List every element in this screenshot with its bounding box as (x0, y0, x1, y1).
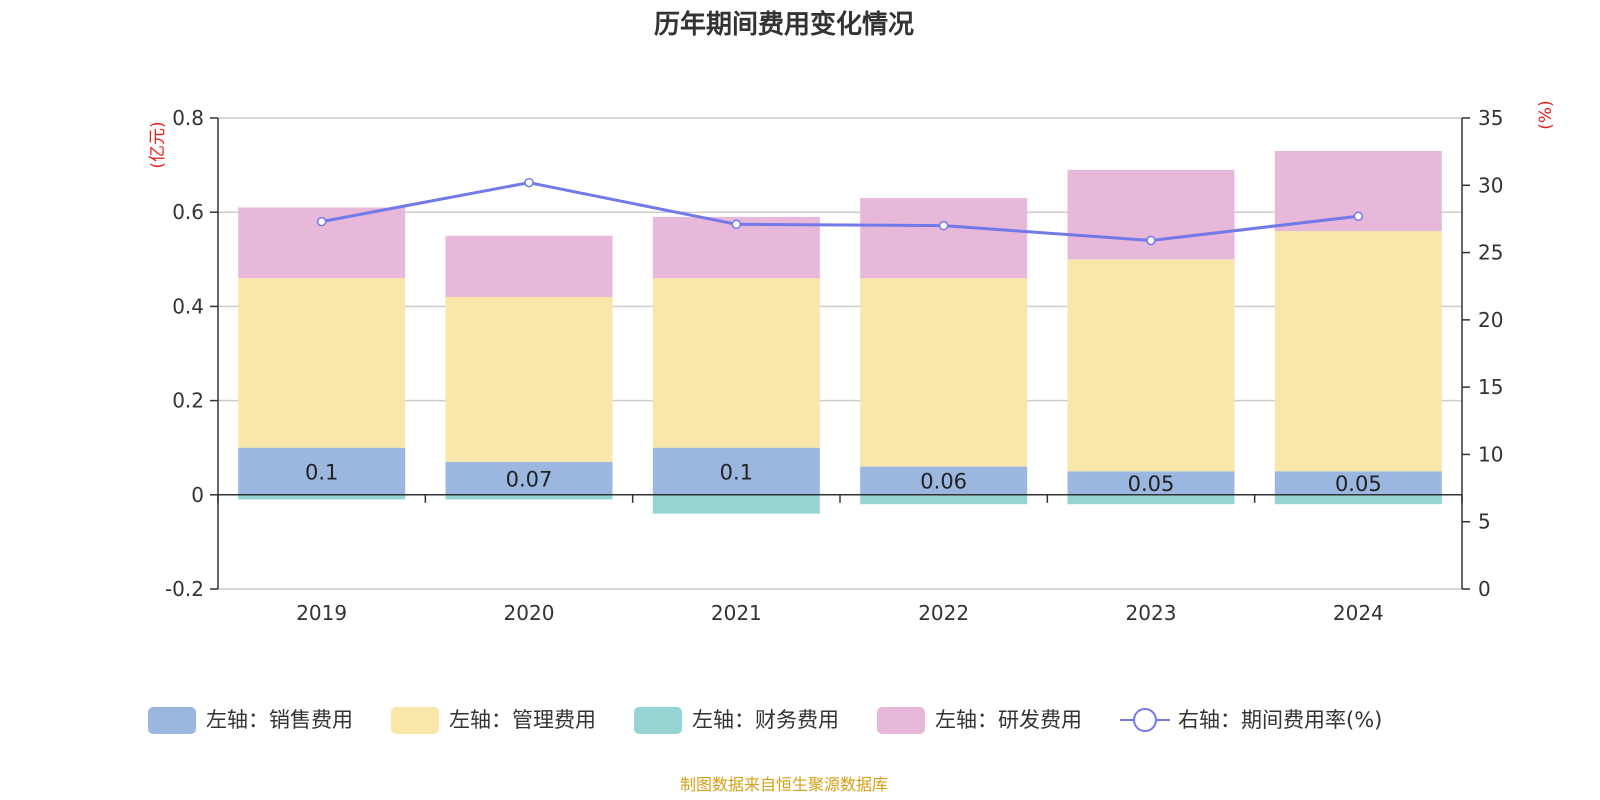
legend-swatch (877, 707, 925, 734)
bar-data-label: 0.06 (920, 470, 967, 494)
right-axis-unit: (%) (1536, 100, 1556, 129)
right-tick-label: 35 (1478, 106, 1503, 130)
rate-point (1146, 235, 1156, 246)
legend-label: 左轴：财务费用 (692, 708, 839, 732)
legend-label: 左轴：管理费用 (449, 708, 596, 732)
x-tick-label: 2022 (918, 601, 969, 625)
source-note: 制图数据来自恒生聚源数据库 (680, 775, 888, 794)
bar-labels: 0.1 0.07 0.1 0.06 0.05 0.05 (305, 460, 1382, 496)
legend-label: 左轴：研发费用 (935, 708, 1082, 732)
legend-swatch (634, 707, 682, 734)
bar-s0 (652, 447, 820, 495)
bar-s2 (1274, 494, 1442, 505)
rate-point (524, 177, 534, 188)
left-tick-label: 0.4 (172, 294, 204, 318)
bar-s0 (860, 466, 1028, 495)
bar-data-label: 0.1 (305, 460, 338, 484)
right-tick-label: 20 (1478, 308, 1503, 332)
bar-s1 (860, 278, 1028, 467)
axes: -0.2 0 0.2 0.4 0.6 0.8 0 5 10 15 20 25 30 35 2019 2020 2… (165, 106, 1503, 625)
bar-data-label: 0.05 (1128, 472, 1175, 496)
chart-title: 历年期间费用变化情况 (654, 9, 914, 40)
legend-label: 左轴：销售费用 (206, 708, 353, 732)
bar-s3 (1067, 169, 1235, 260)
bar-s0 (238, 447, 406, 495)
right-tick-label: 25 (1478, 241, 1503, 265)
rate-point (1353, 211, 1364, 221)
bar-data-label: 0.05 (1335, 472, 1382, 496)
legend-swatch (391, 707, 439, 734)
rate-line (321, 181, 1359, 242)
x-tick-label: 2021 (711, 601, 762, 625)
bar-data-label: 0.1 (720, 460, 753, 484)
bar-s1 (445, 296, 613, 462)
bar-s2 (445, 494, 613, 500)
bar-s1 (238, 278, 406, 448)
rate-point (316, 216, 327, 227)
right-tick-label: 30 (1478, 173, 1503, 197)
line-series (316, 177, 1364, 246)
left-tick-label: 0 (191, 483, 204, 507)
bar-s2 (238, 494, 406, 500)
left-tick-label: 0.2 (172, 389, 204, 413)
bar-s0 (1274, 471, 1442, 495)
bar-s3 (860, 198, 1028, 279)
legend-label: 右轴：期间费用率(%) (1178, 708, 1382, 732)
left-tick-label: -0.2 (165, 577, 204, 601)
rate-point (731, 219, 742, 230)
right-tick-label: 15 (1478, 375, 1503, 399)
left-tick-label: 0.6 (172, 200, 204, 224)
bar-s0 (445, 461, 613, 495)
x-tick-label: 2020 (504, 601, 555, 625)
bar-s0 (1067, 471, 1235, 495)
x-tick-label: 2023 (1126, 601, 1177, 625)
bar-s2 (860, 494, 1028, 505)
bar-s2 (652, 494, 820, 514)
right-tick-label: 0 (1478, 577, 1491, 601)
legend-swatch (148, 707, 196, 734)
bar-data-label: 0.07 (506, 467, 553, 491)
left-axis-unit: (亿元) (148, 121, 168, 168)
right-tick-label: 10 (1478, 442, 1503, 466)
bar-series (238, 150, 1442, 514)
x-tick-label: 2019 (296, 601, 347, 625)
x-tick-label: 2024 (1333, 601, 1384, 625)
left-tick-label: 0.8 (172, 106, 204, 130)
bar-s1 (1067, 259, 1235, 472)
bar-s2 (1067, 494, 1235, 505)
bar-s1 (652, 278, 820, 448)
rate-point (938, 220, 949, 231)
legend: 左轴：销售费用 左轴：管理费用 左轴：财务费用 左轴：研发费用 右轴：期间费用率(%) (148, 707, 1382, 734)
legend-marker-icon (1133, 708, 1157, 732)
bar-s3 (445, 235, 613, 297)
right-tick-label: 5 (1478, 510, 1491, 534)
bar-s1 (1274, 231, 1442, 472)
